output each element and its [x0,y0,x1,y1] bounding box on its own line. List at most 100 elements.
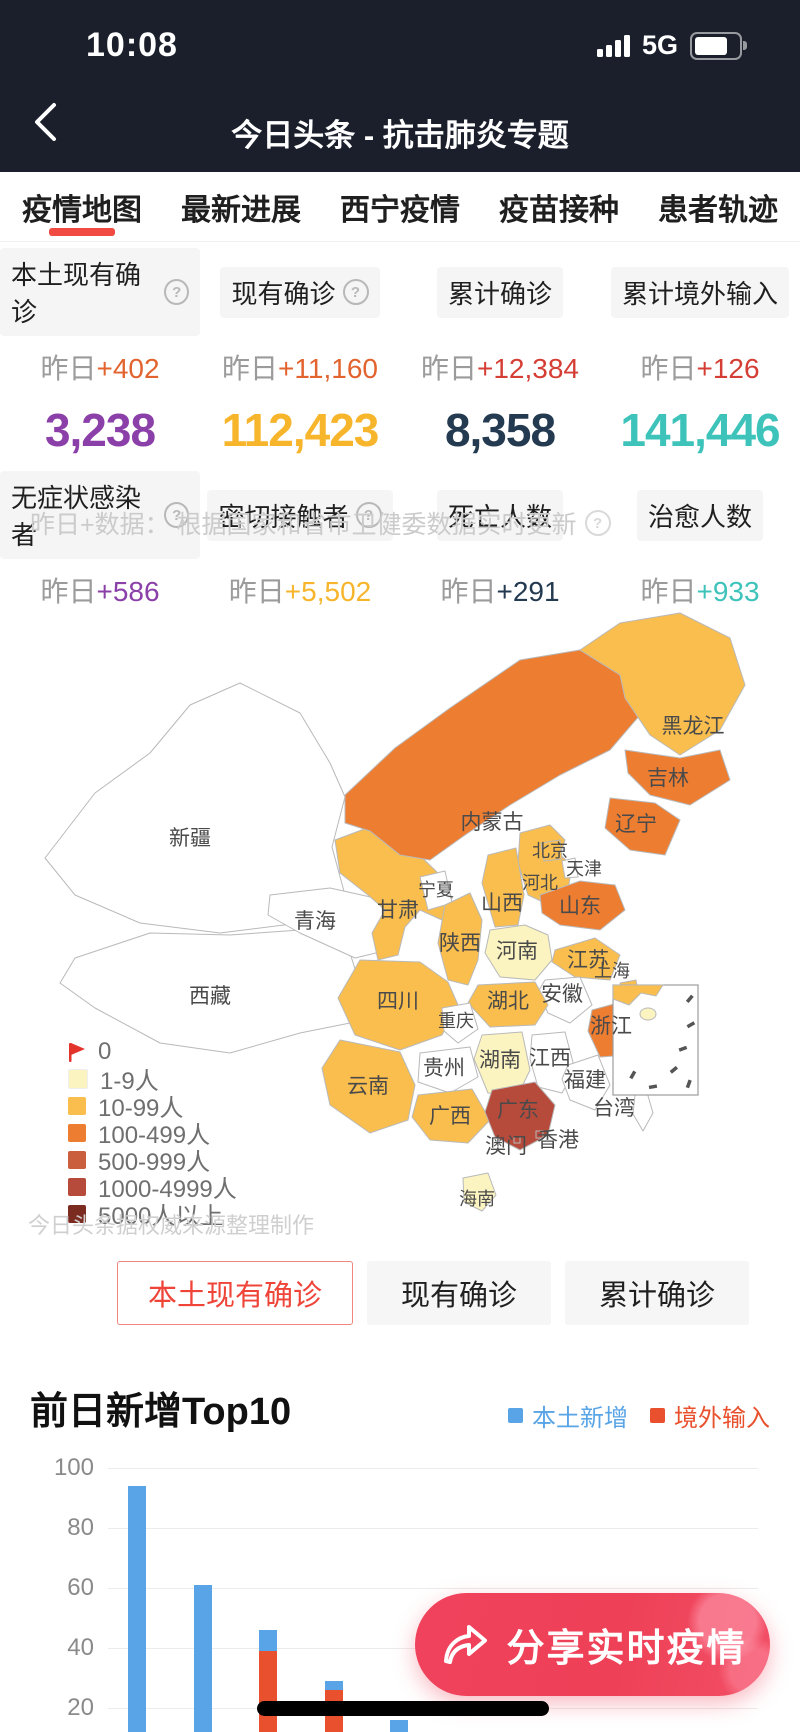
stat-label: 累计确诊? [436,266,563,318]
svg-text:甘肃: 甘肃 [377,899,419,922]
svg-text:贵州: 贵州 [423,1057,465,1080]
province-henan[interactable] [484,924,553,981]
yesterday-delta: 昨日+126 [640,353,760,384]
svg-text:安徽: 安徽 [541,983,583,1006]
china-epidemic-map: 新疆 西藏 青海 甘肃 宁夏 内蒙古 黑龙江 吉林 辽宁 北京 天津 河北 山西… [44,612,746,1212]
svg-text:福建: 福建 [564,1069,606,1092]
stats-board: 本土现有确诊? 现有确诊? 累计确诊? 累计境外输入? 昨日+402 昨日+11… [0,248,800,610]
province-fujian[interactable] [561,1054,611,1111]
home-indicator[interactable] [257,1701,549,1716]
stat-label: 现有确诊? [220,266,380,318]
province-shanxi[interactable] [481,847,525,928]
svg-text:湖北: 湖北 [487,990,529,1013]
province-labels: 新疆 西藏 青海 甘肃 宁夏 内蒙古 黑龙江 吉林 辽宁 北京 天津 河北 山西… [169,715,725,1209]
chart-legend: 本土新增 境外输入 [508,1398,770,1433]
svg-text:山西: 山西 [481,892,523,915]
stat-label: 治愈人数? [636,489,763,541]
tab-bar: 疫情地图 最新进展 西宁疫情 疫苗接种 患者轨迹 [0,172,800,242]
legend-swatch-imported [650,1408,665,1423]
gridline [108,1588,758,1589]
tab-patient-tracks[interactable]: 患者轨迹 [658,193,778,227]
svg-text:辽宁: 辽宁 [615,813,657,836]
province-guizhou[interactable] [417,1046,479,1094]
province-guangxi[interactable] [411,1088,491,1144]
province-heilongjiang[interactable] [579,612,746,756]
province-hainan[interactable] [462,1172,497,1212]
province-shaanxi[interactable] [437,892,483,986]
province-jiangsu[interactable] [551,937,621,981]
svg-text:北京: 北京 [532,841,568,861]
province-liaoning[interactable] [604,797,681,856]
province-shandong[interactable] [539,880,626,931]
province-tianjin[interactable] [561,857,579,879]
svg-text:四川: 四川 [377,990,419,1013]
tab-latest-progress[interactable]: 最新进展 [181,193,301,227]
legend-row: 5000人以上 [68,1200,237,1230]
svg-text:澳门: 澳门 [485,1135,527,1158]
page-title: 今日头条 - 抗击肺炎专题 [231,118,569,153]
svg-text:广西: 广西 [429,1105,471,1128]
svg-text:西藏: 西藏 [189,985,231,1008]
tab-vaccination[interactable]: 疫苗接种 [499,193,619,227]
stat-label: 累计境外输入? [610,266,789,318]
stat-value: 3,238 [44,404,156,456]
svg-text:海南: 海南 [459,1189,495,1209]
yesterday-delta: 昨日+11,160 [222,353,378,384]
chart-title: 前日新增Top10 [30,1391,292,1433]
back-icon[interactable] [32,102,58,142]
legend-row: 10-99人 [68,1092,237,1122]
map-button-current[interactable]: 现有确诊 [367,1261,552,1325]
help-icon[interactable]: ? [355,502,382,528]
svg-text:重庆: 重庆 [438,1011,474,1031]
tab-xining-epidemic[interactable]: 西宁疫情 [340,193,460,227]
help-icon[interactable]: ? [584,510,611,536]
svg-text:河北: 河北 [522,873,558,893]
legend-row: 1000-4999人 [68,1173,237,1203]
svg-text:黑龙江: 黑龙江 [662,715,725,738]
map-button-local-current[interactable]: 本土现有确诊 [117,1261,354,1325]
bar [390,1720,408,1732]
province-yunnan[interactable] [321,1039,416,1134]
help-icon[interactable]: ? [342,279,369,305]
svg-text:江苏: 江苏 [567,949,609,972]
tab-epidemic-map[interactable]: 疫情地图 [22,193,142,227]
yesterday-delta: 昨日+933 [640,576,760,607]
help-icon[interactable]: ? [164,279,189,305]
status-time: 10:08 [86,26,178,64]
data-source-note: 昨日+数据： 根据国家和省市卫健委数据实时更新? [30,505,611,541]
marker-hongkong[interactable] [535,1130,544,1139]
y-axis-tick: 80 [67,1514,94,1541]
stat-deltas-row-1: 昨日+402 昨日+11,160 昨日+12,384 昨日+126 [0,336,800,387]
province-beijing[interactable] [540,839,563,862]
bar [128,1486,146,1732]
y-axis-tick: 100 [53,1454,94,1481]
yesterday-delta: 昨日+402 [40,353,160,384]
svg-text:湖南: 湖南 [479,1049,521,1072]
gridline [108,1468,758,1469]
top-header: 10:08 5G 今日头条 - 抗击肺炎专题 [0,0,800,172]
flag-icon [69,1042,85,1062]
svg-text:香港: 香港 [537,1129,579,1152]
marker-macau[interactable] [513,1136,521,1144]
stat-label: 本土现有确诊? [0,248,200,336]
legend-imported: 境外输入 [650,1398,770,1433]
province-sichuan[interactable] [337,959,459,1051]
stat-label: 无症状感染者? [0,471,200,559]
legend-local: 本土新增 [508,1398,628,1433]
province-chongqing[interactable] [441,1002,479,1044]
share-arrow-icon [444,1624,488,1664]
svg-text:吉林: 吉林 [647,767,689,790]
gridline [108,1528,758,1529]
map-button-cumulative[interactable]: 累计确诊 [565,1261,750,1325]
yesterday-delta: 昨日+586 [40,576,160,607]
svg-text:上海: 上海 [594,961,630,981]
stat-label: 密切接触者? [207,489,393,541]
share-epidemic-button[interactable]: 分享实时疫情 [415,1593,770,1696]
legend-row: 1-9人 [68,1065,237,1095]
province-jilin[interactable] [624,749,731,806]
province-neimenggu[interactable] [344,649,641,861]
help-icon[interactable]: ? [164,502,189,528]
stat-label: 死亡人数? [436,489,563,541]
yesterday-delta: 昨日+5,502 [228,576,372,607]
active-tab-underline [49,228,115,236]
